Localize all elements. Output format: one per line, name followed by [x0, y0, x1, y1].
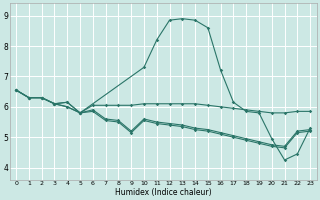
X-axis label: Humidex (Indice chaleur): Humidex (Indice chaleur): [115, 188, 212, 197]
